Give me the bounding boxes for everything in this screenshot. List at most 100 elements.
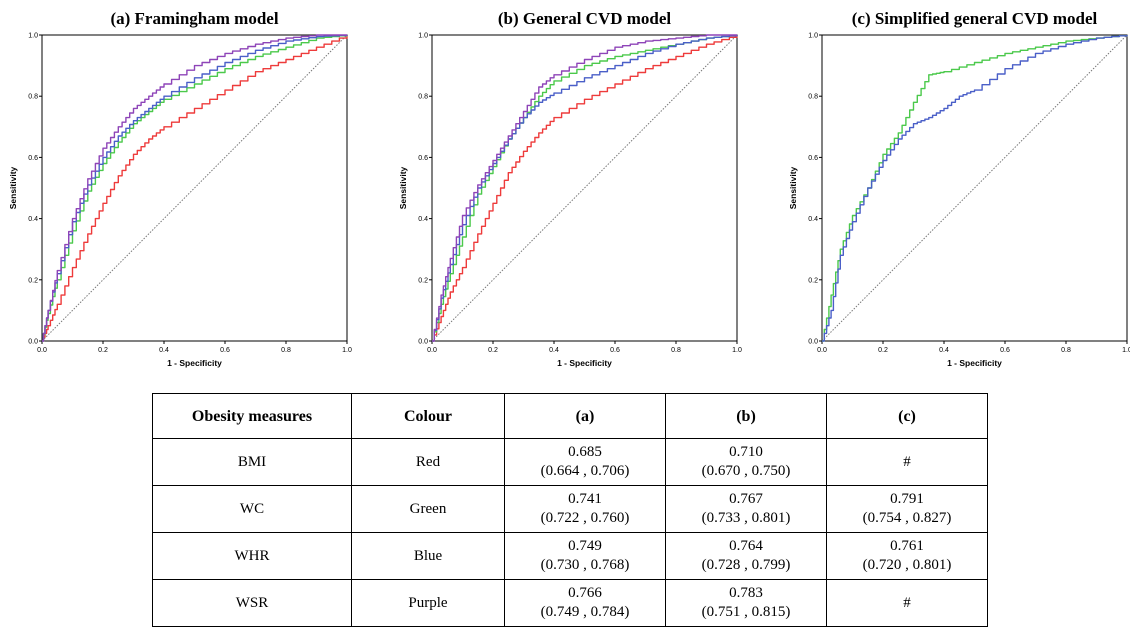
x-tick-label: 0.8 — [671, 347, 681, 354]
x-tick-label: 0.0 — [817, 347, 827, 354]
x-axis-label: 1 - Specificity — [167, 358, 222, 368]
table-row-wsr: WSR Purple 0.766 (0.749 , 0.784) 0.783 (0.… — [152, 579, 988, 627]
cell-measure: WHR — [152, 532, 352, 580]
auc-value: 0.749 — [568, 538, 602, 554]
auc-ci: (0.730 , 0.768) — [540, 557, 630, 573]
y-tick-label: 0.0 — [418, 339, 428, 346]
x-tick-label: 1.0 — [342, 347, 352, 354]
x-tick-label: 0.0 — [427, 347, 437, 354]
roc-chart-a: (a) Framingham model 0.0 0.2 0.4 0.6 0.8 1.0 0.… — [8, 9, 352, 368]
roc-curve-series-1 — [822, 35, 1128, 342]
auc-ci: (0.720 , 0.801) — [862, 557, 952, 573]
x-axis-label: 1 - Specificity — [557, 358, 612, 368]
y-tick-label: 0.6 — [28, 155, 38, 162]
table-row-bmi: BMI Red 0.685 (0.664 , 0.706) 0.710 (0.670… — [152, 438, 988, 486]
cell-b: 0.767 (0.733 , 0.801) — [665, 485, 827, 533]
y-tick-label: 0.0 — [28, 339, 38, 346]
auc-table: Obesity measures Colour (a) (b) (c) BMI … — [152, 393, 988, 627]
cell-colour: Green — [351, 485, 505, 533]
x-tick-label: 1.0 — [732, 347, 742, 354]
y-tick-label: 0.4 — [28, 216, 38, 223]
y-tick-label: 1.0 — [28, 33, 38, 40]
roc-curve-series-0 — [822, 35, 1128, 342]
roc-panel-c: (c) Simplified general CVD model 0.0 0.2 0.… — [780, 0, 1130, 380]
cell-c: 0.761 (0.720 , 0.801) — [826, 532, 988, 580]
roc-curve-series-3 — [432, 34, 737, 342]
auc-ci: (0.670 , 0.750) — [701, 463, 791, 479]
y-tick-label: 1.0 — [808, 33, 818, 40]
roc-chart-b: (b) General CVD model 0.0 0.2 0.4 0.6 0.8 1.0 0… — [398, 9, 742, 368]
x-tick-label: 0.0 — [37, 347, 47, 354]
y-tick-label: 1.0 — [418, 33, 428, 40]
table-row-wc: WC Green 0.741 (0.722 , 0.760) 0.767 (0.73… — [152, 485, 988, 533]
header-obesity-measures: Obesity measures — [152, 393, 352, 439]
chart-title: (b) General CVD model — [498, 9, 672, 28]
x-tick-label: 0.6 — [220, 347, 230, 354]
x-tick-label: 0.8 — [1061, 347, 1071, 354]
y-tick-label: 0.4 — [808, 216, 818, 223]
x-axis-label: 1 - Specificity — [947, 358, 1002, 368]
auc-value: # — [903, 453, 911, 470]
cell-c: 0.791 (0.754 , 0.827) — [826, 485, 988, 533]
auc-ci: (0.751 , 0.815) — [701, 604, 791, 620]
cell-c: # — [826, 438, 988, 486]
auc-value: 0.685 — [568, 444, 602, 460]
table-row-whr: WHR Blue 0.749 (0.730 , 0.768) 0.764 (0.72… — [152, 532, 988, 580]
cell-a: 0.766 (0.749 , 0.784) — [504, 579, 666, 627]
roc-curve-series-0 — [432, 35, 738, 342]
y-axis-label: Sensitivity — [398, 166, 408, 209]
y-axis-label: Sensitivity — [788, 166, 798, 209]
table-header-row: Obesity measures Colour (a) (b) (c) — [152, 393, 988, 439]
auc-value: 0.741 — [568, 491, 602, 507]
cell-measure: BMI — [152, 438, 352, 486]
chart-title: (a) Framingham model — [110, 9, 278, 28]
y-tick-label: 0.6 — [808, 155, 818, 162]
header-c: (c) — [826, 393, 988, 439]
y-axis-label: Sensitivity — [8, 166, 18, 209]
y-tick-label: 0.2 — [418, 277, 428, 284]
cell-colour: Red — [351, 438, 505, 486]
auc-ci: (0.749 , 0.784) — [540, 604, 630, 620]
y-tick-label: 0.0 — [808, 339, 818, 346]
cell-measure: WSR — [152, 579, 352, 627]
auc-value: 0.783 — [729, 585, 763, 601]
roc-chart-c: (c) Simplified general CVD model 0.0 0.2 0.… — [788, 9, 1130, 368]
x-tick-label: 0.4 — [159, 347, 169, 354]
cell-b: 0.783 (0.751 , 0.815) — [665, 579, 827, 627]
auc-ci: (0.754 , 0.827) — [862, 510, 952, 526]
y-tick-label: 0.2 — [28, 277, 38, 284]
reference-diagonal — [431, 34, 738, 342]
x-tick-label: 0.4 — [549, 347, 559, 354]
x-tick-label: 0.4 — [939, 347, 949, 354]
header-a: (a) — [504, 393, 666, 439]
cell-a: 0.749 (0.730 , 0.768) — [504, 532, 666, 580]
y-tick-label: 0.8 — [808, 94, 818, 101]
cell-b: 0.710 (0.670 , 0.750) — [665, 438, 827, 486]
header-colour: Colour — [351, 393, 505, 439]
auc-ci: (0.722 , 0.760) — [540, 510, 630, 526]
x-tick-label: 0.6 — [610, 347, 620, 354]
y-tick-label: 0.4 — [418, 216, 428, 223]
x-tick-label: 1.0 — [1122, 347, 1130, 354]
auc-value: 0.791 — [890, 491, 924, 507]
y-tick-label: 0.8 — [28, 94, 38, 101]
roc-curve-series-0 — [42, 35, 348, 342]
roc-curve-series-3 — [42, 34, 347, 342]
auc-value: 0.764 — [729, 538, 763, 554]
auc-value: 0.766 — [568, 585, 602, 601]
roc-panel-b: (b) General CVD model 0.0 0.2 0.4 0.6 0.8 1.0 0… — [390, 0, 770, 380]
auc-ci: (0.664 , 0.706) — [540, 463, 630, 479]
roc-panel-a: (a) Framingham model 0.0 0.2 0.4 0.6 0.8 1.0 0.… — [0, 0, 380, 380]
auc-value: 0.710 — [729, 444, 763, 460]
cell-a: 0.741 (0.722 , 0.760) — [504, 485, 666, 533]
reference-diagonal — [41, 34, 348, 342]
auc-value: 0.767 — [729, 491, 763, 507]
header-b: (b) — [665, 393, 827, 439]
reference-diagonal — [821, 34, 1128, 342]
x-tick-label: 0.6 — [1000, 347, 1010, 354]
x-tick-label: 0.2 — [98, 347, 108, 354]
y-tick-label: 0.8 — [418, 94, 428, 101]
cell-colour: Blue — [351, 532, 505, 580]
x-tick-label: 0.2 — [878, 347, 888, 354]
auc-ci: (0.733 , 0.801) — [701, 510, 791, 526]
